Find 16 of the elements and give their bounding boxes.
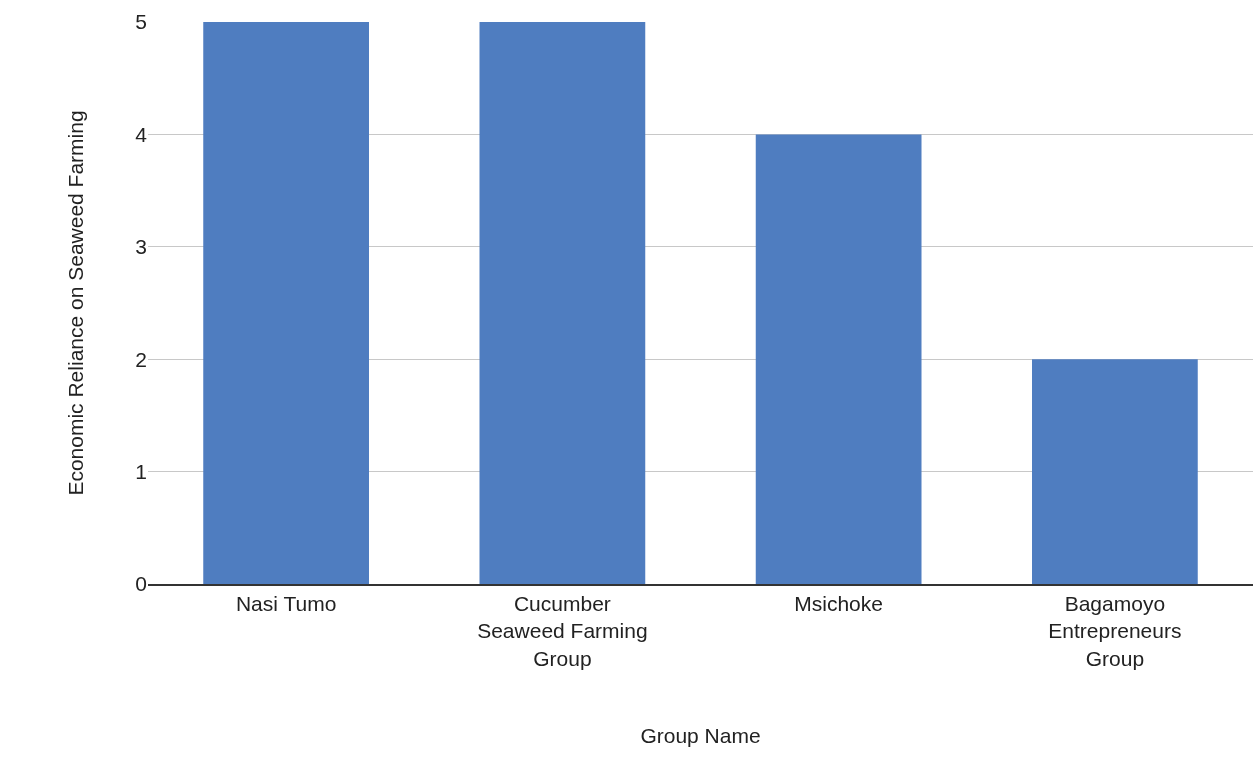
- x-tick-label: Bagamoyo Entrepreneurs Group: [1048, 591, 1182, 670]
- x-tick-label: Nasi Tumo: [235, 591, 337, 615]
- y-tick-label: 5: [135, 10, 147, 34]
- x-tick-label: Msichoke: [794, 591, 883, 615]
- y-axis-title: Economic Reliance on Seaweed Farming: [64, 110, 88, 496]
- bar: [755, 134, 922, 584]
- bar: [1032, 359, 1198, 584]
- y-tick-label: 4: [135, 122, 148, 146]
- bar: [479, 22, 646, 584]
- y-tick-label: 0: [135, 572, 147, 596]
- y-tick-label: 1: [135, 459, 147, 483]
- y-tick-label: 2: [135, 347, 147, 371]
- y-tick-label: 3: [135, 235, 147, 259]
- x-axis-title: Group Name: [640, 724, 761, 748]
- x-tick-label: Cucumber Seaweed Farming Group: [477, 591, 648, 670]
- bar: [203, 22, 369, 584]
